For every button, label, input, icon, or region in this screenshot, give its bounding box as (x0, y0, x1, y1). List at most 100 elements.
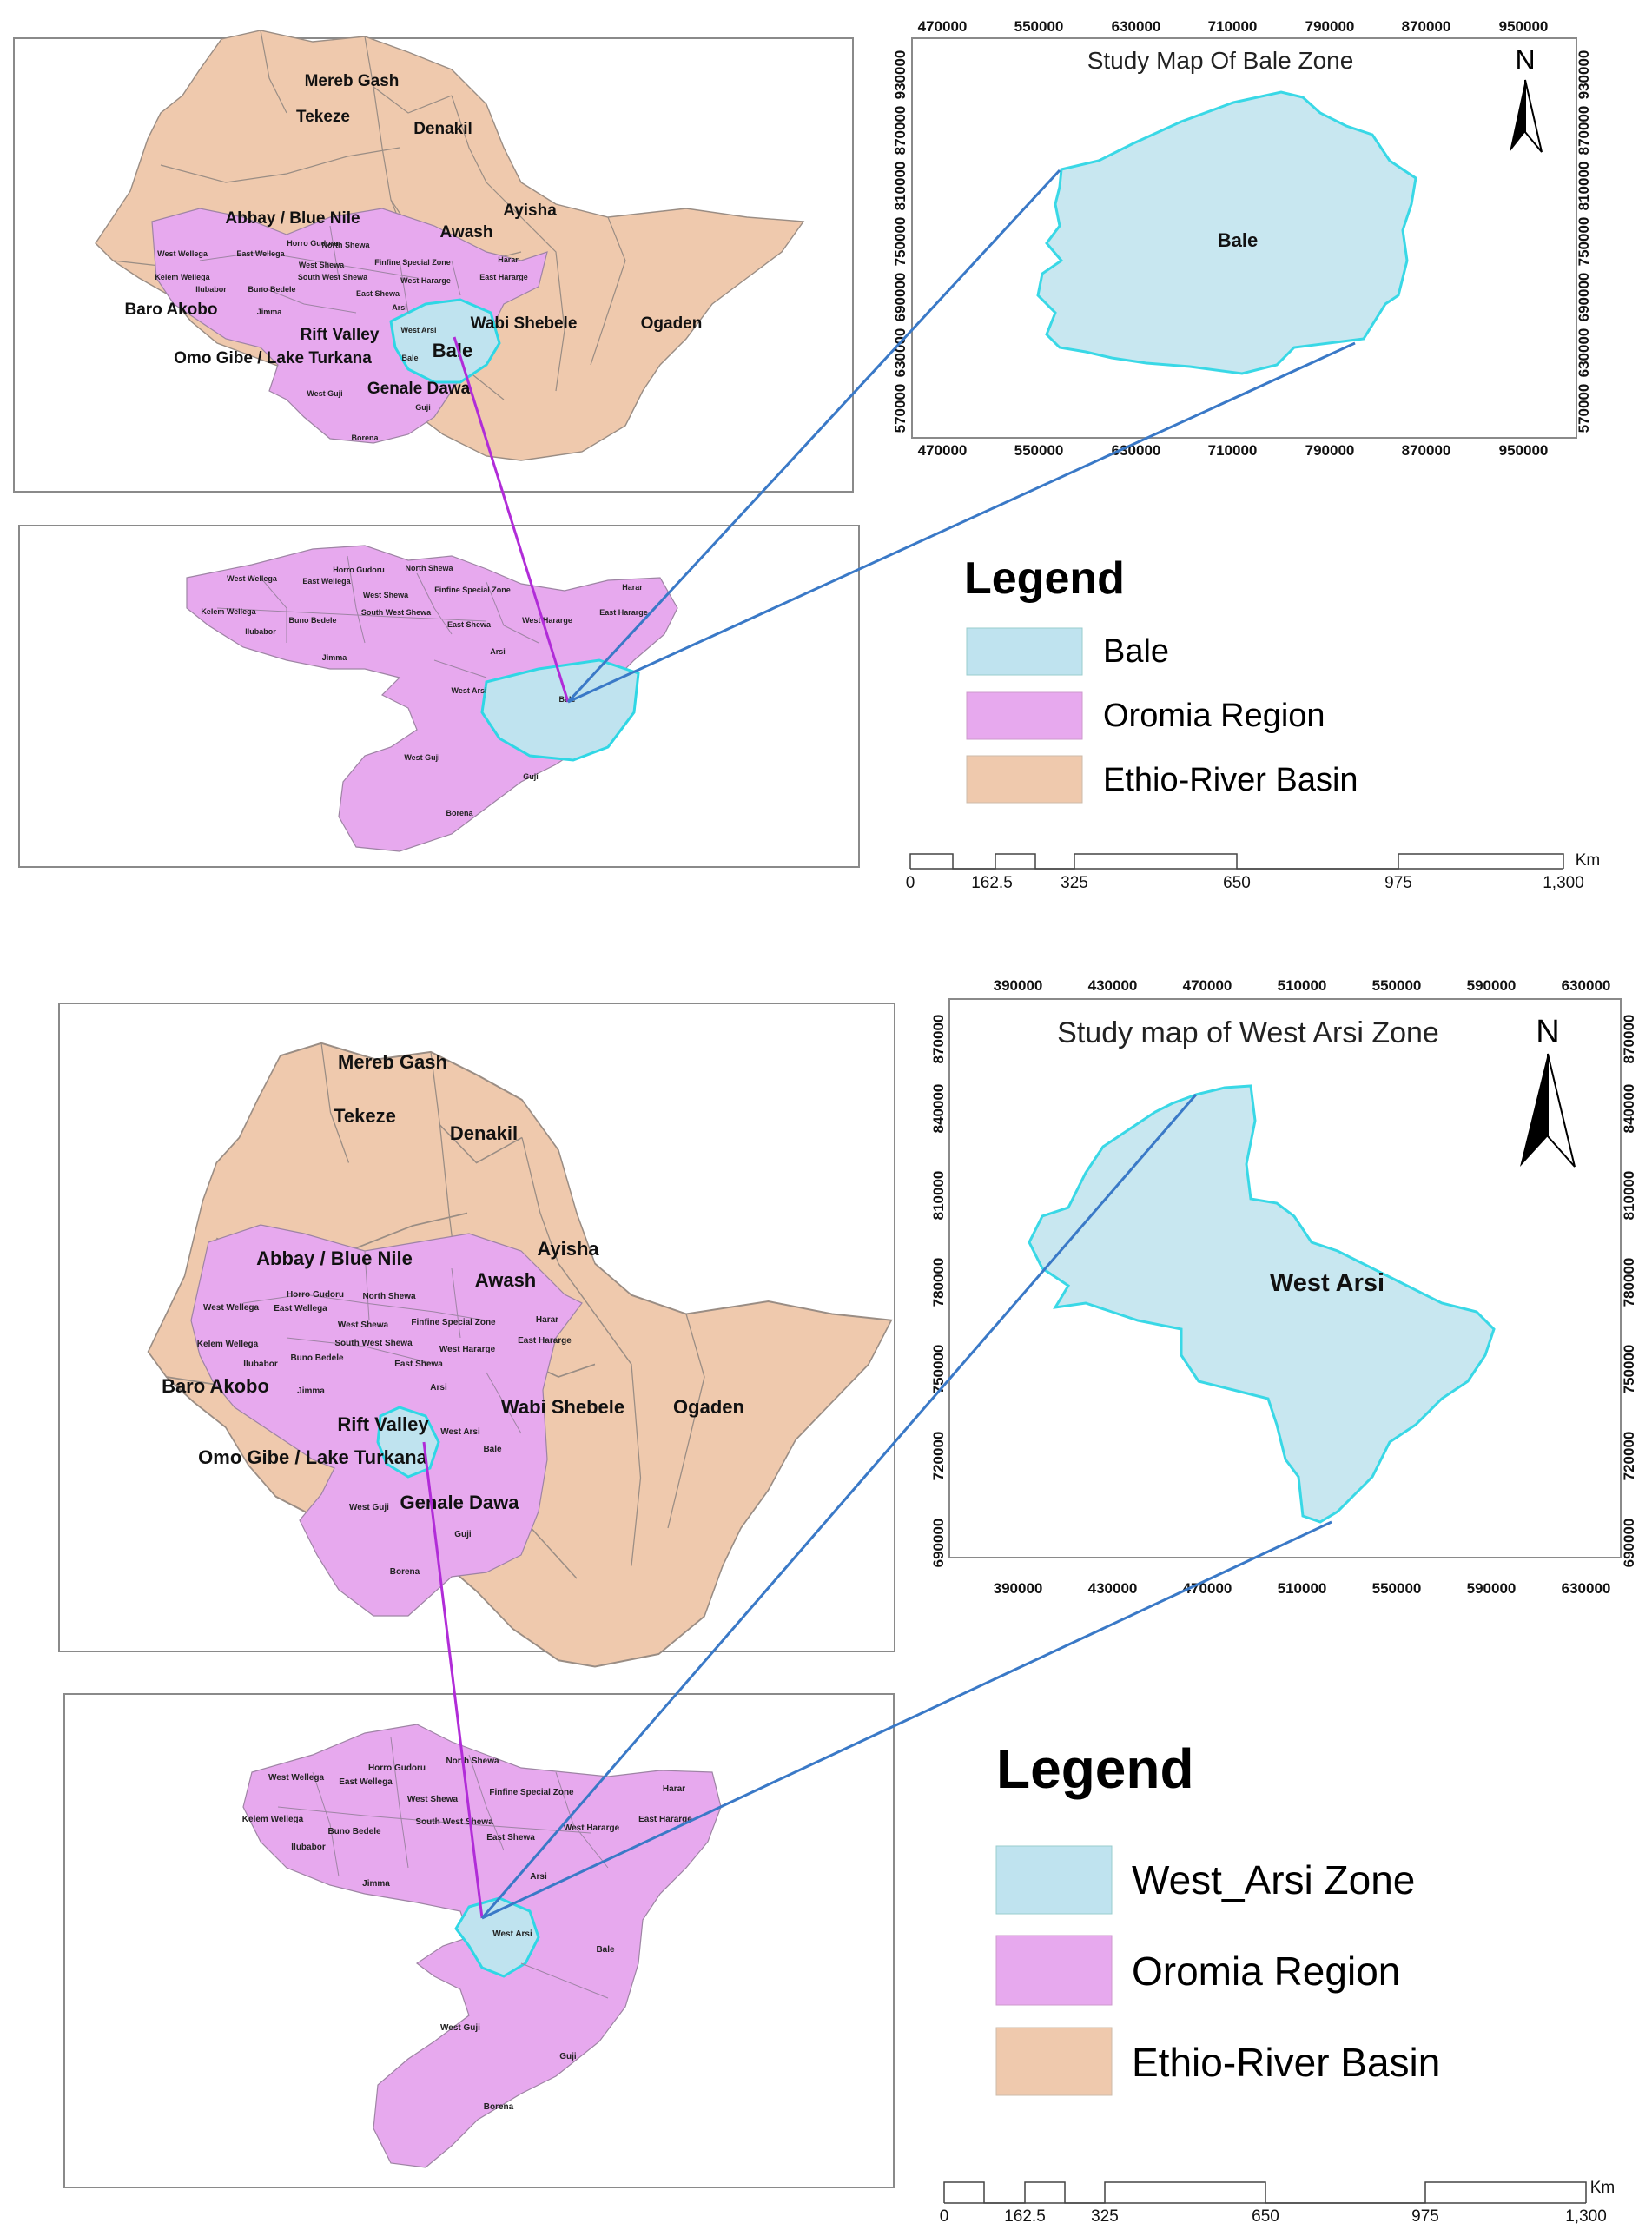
zone-label: East Shewa (447, 620, 492, 629)
y-tick: 750000 (930, 1345, 947, 1394)
svg-text:N: N (1536, 1014, 1559, 1050)
bale-y-ticks-left: 570000 630000 690000 750000 810000 87000… (892, 50, 909, 433)
basin-label: Genale Dawa (400, 1492, 520, 1513)
x-tick: 950000 (1499, 442, 1549, 459)
west-arsi-highlight (376, 1406, 440, 1479)
connector-line (422, 1441, 484, 1919)
bottom-oromia-map (242, 1724, 722, 2168)
top-legend: Legend Bale Oromia Region Ethio-River Ba… (964, 553, 1358, 804)
x-tick: 550000 (1372, 977, 1422, 994)
study-map-title: Study Map Of Bale Zone (1087, 47, 1354, 74)
top-scale-bar: Km 0 162.5 325 650 975 1,300 (906, 851, 1601, 892)
y-tick: 810000 (892, 162, 909, 211)
legend-swatch (966, 691, 1083, 740)
x-tick: 550000 (1372, 1580, 1422, 1597)
zone-label: East Hararge (599, 608, 648, 617)
y-tick: 840000 (1621, 1084, 1637, 1134)
zone-label: Arsi (430, 1383, 447, 1393)
zone-label: Bale (596, 1945, 615, 1955)
west-arsi-zone-label: West Arsi (1270, 1269, 1384, 1297)
zone-label: Jimma (362, 1879, 390, 1889)
y-tick: 750000 (1621, 1345, 1637, 1394)
zone-label: Kelem Wellega (155, 273, 210, 281)
y-tick: 930000 (892, 50, 909, 100)
connector-line (567, 341, 1356, 704)
zone-label: Guji (454, 1530, 472, 1539)
legend-swatch (995, 2027, 1113, 2096)
zone-label: South West Shewa (415, 1817, 493, 1827)
zone-label: Guji (523, 772, 539, 781)
zone-label: East Hararge (479, 273, 528, 281)
scale-unit: Km (1590, 2179, 1616, 2197)
scale-tick: 162.5 (1004, 2207, 1046, 2226)
oromia-region-shape (186, 545, 678, 852)
zone-label: West Hararge (439, 1345, 496, 1354)
scale-tick: 0 (940, 2207, 949, 2226)
zone-label: West Shewa (363, 591, 409, 599)
bottom-ethiopia-map (147, 1042, 893, 1668)
zone-label: South West Shewa (334, 1339, 413, 1348)
west-arsi-x-ticks-top: 390000 430000 470000 510000 550000 59000… (994, 977, 1611, 994)
top-ethiopia-zone-labels: Horro Gudoru North Shewa West Wellega Ea… (155, 239, 527, 442)
zone-label: Kelem Wellega (242, 1815, 304, 1824)
zone-label: Guji (415, 403, 431, 412)
y-tick: 870000 (892, 106, 909, 156)
x-tick: 590000 (1467, 1580, 1517, 1597)
x-tick: 510000 (1278, 977, 1327, 994)
legend-label: West_Arsi Zone (1132, 1857, 1415, 1902)
x-tick: 630000 (1562, 977, 1611, 994)
bale-zone-shape (1036, 90, 1417, 375)
y-tick: 750000 (1576, 217, 1592, 267)
y-tick: 870000 (930, 1015, 947, 1064)
zone-label: Harar (663, 1784, 685, 1794)
y-tick: 810000 (930, 1171, 947, 1221)
scale-tick: 162.5 (971, 874, 1013, 892)
basin-label: Rift Valley (301, 326, 380, 344)
basin-label: Wabi Shebele (471, 314, 578, 333)
bottom-ethiopia-zone-labels: Horro Gudoru North Shewa West Wellega Ea… (197, 1290, 572, 1577)
top-oromia-zone-labels: West Wellega Horro Gudoru North Shewa Ea… (201, 564, 647, 817)
zone-label: West Shewa (338, 1320, 389, 1330)
zone-label: Jimma (297, 1386, 325, 1396)
zone-label: West Guji (307, 389, 342, 398)
zone-label: Ilubabor (195, 285, 227, 294)
x-tick: 550000 (1014, 442, 1064, 459)
north-arrow-icon: N (1520, 1014, 1576, 1168)
y-tick: 750000 (892, 217, 909, 267)
y-tick: 930000 (1576, 50, 1592, 100)
zone-label: Arsi (490, 647, 506, 656)
x-tick: 590000 (1467, 977, 1517, 994)
basin-label: Rift Valley (337, 1413, 429, 1435)
legend-label: Ethio-River Basin (1103, 762, 1358, 798)
x-tick: 430000 (1088, 977, 1138, 994)
bottom-oromia-zone-labels: West Wellega Horro Gudoru North Shewa Ea… (242, 1757, 692, 2112)
zone-label: Finfine Special Zone (434, 586, 511, 594)
x-tick: 710000 (1208, 18, 1258, 35)
connector-line (566, 169, 1061, 704)
zone-label: South West Shewa (298, 273, 368, 281)
legend-swatch (995, 1935, 1113, 2006)
zone-label: North Shewa (321, 241, 370, 249)
zone-label: West Hararge (564, 1823, 620, 1833)
y-tick: 720000 (930, 1432, 947, 1481)
y-tick: 810000 (1576, 162, 1592, 211)
zone-label: Harar (536, 1315, 558, 1325)
bottom-legend: Legend West_Arsi Zone Oromia Region Ethi… (995, 1737, 1440, 2096)
zone-label: Buno Bedele (288, 616, 336, 625)
zone-label: Finfine Special Zone (374, 258, 451, 267)
y-tick: 570000 (1576, 384, 1592, 433)
zone-label: West Wellega (203, 1303, 260, 1313)
y-tick: 780000 (1621, 1258, 1637, 1307)
zone-label: West Shewa (299, 261, 345, 269)
zone-label: East Hararge (518, 1336, 572, 1346)
x-tick: 870000 (1402, 18, 1451, 35)
zone-label: West Hararge (400, 276, 451, 285)
basin-label: Abbay / Blue Nile (225, 209, 360, 228)
zone-label: Finfine Special Zone (411, 1318, 496, 1327)
zone-label: Buno Bedele (327, 1827, 381, 1836)
scale-tick: 650 (1223, 874, 1251, 892)
zone-label: West Wellega (268, 1773, 325, 1783)
basin-label: Baro Akobo (125, 301, 218, 319)
zone-label: Bale (401, 354, 418, 362)
zone-label: East Wellega (302, 577, 351, 586)
